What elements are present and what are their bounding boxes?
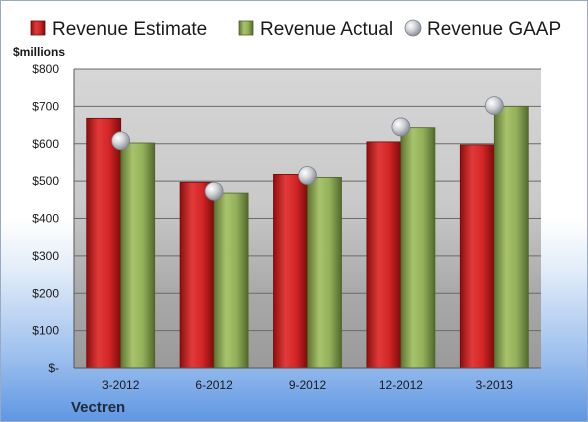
bar-revenue-estimate	[459, 144, 495, 369]
y-tick-label: $400	[32, 212, 59, 226]
y-unit-label: $millions	[13, 45, 65, 59]
bar-revenue-actual	[120, 142, 156, 369]
bar-revenue-actual	[493, 105, 529, 369]
bar-revenue-actual	[213, 192, 249, 369]
marker-revenue-gaap	[204, 181, 224, 201]
marker-revenue-gaap	[111, 131, 131, 151]
legend-label-revenue-gaap: Revenue GAAP	[427, 19, 561, 40]
bar-revenue-actual	[307, 176, 342, 369]
bar-revenue-estimate	[179, 181, 215, 369]
y-tick-label: $-	[48, 361, 59, 375]
bar-revenue-estimate	[366, 141, 402, 369]
x-tick-label: 12-2012	[379, 378, 423, 392]
legend-label-revenue-actual: Revenue Actual	[260, 19, 393, 40]
y-tick-label: $500	[32, 174, 59, 188]
company-name: Vectren	[71, 399, 125, 416]
legend-swatch-revenue-gaap	[404, 19, 422, 37]
y-tick-label: $300	[32, 249, 59, 263]
y-tick-label: $800	[32, 62, 59, 76]
legend-swatch-revenue-actual	[238, 20, 254, 36]
x-tick-label: 6-2012	[195, 378, 233, 392]
y-tick-label: $700	[32, 99, 59, 113]
x-tick-label: 3-2013	[476, 378, 514, 392]
marker-revenue-gaap	[391, 117, 411, 137]
bar-revenue-actual	[400, 127, 436, 369]
marker-revenue-gaap	[298, 166, 317, 185]
x-tick-label: 3-2012	[102, 378, 140, 392]
marker-revenue-gaap	[484, 96, 504, 116]
legend-label-revenue-estimate: Revenue Estimate	[52, 19, 207, 40]
bar-revenue-estimate	[86, 117, 122, 369]
y-tick-label: $600	[32, 137, 59, 151]
bar-revenue-estimate	[273, 173, 308, 369]
legend-swatch-revenue-estimate	[30, 20, 46, 36]
y-tick-label: $100	[32, 324, 59, 338]
x-tick-label: 9-2012	[289, 378, 327, 392]
y-tick-label: $200	[32, 286, 59, 300]
